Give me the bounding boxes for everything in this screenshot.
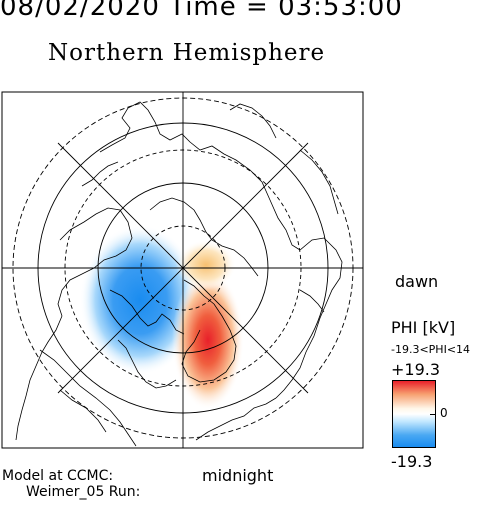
footer-model-label: Model at CCMC: — [2, 468, 114, 484]
positive-potential-lobe — [176, 240, 236, 290]
footer-run-label: Weimer_05 Run: — [26, 484, 141, 500]
colorbar-max-label: +19.3 — [391, 360, 441, 379]
polar-map — [1, 91, 364, 449]
colorbar — [392, 380, 436, 448]
date-time-header: 08/02/2020 Time = 03:53:00 — [0, 0, 403, 22]
meridian-lines — [2, 92, 363, 448]
positive-potential-cell — [172, 270, 244, 410]
colorbar-range: -19.3<PHI<14 — [391, 343, 471, 356]
colorbar-title: PHI [kV] — [391, 318, 456, 337]
colorbar-zero-label: 0 — [440, 406, 448, 420]
colorbar-zero-tick — [430, 414, 435, 415]
midnight-label: midnight — [202, 466, 274, 485]
plot-title: Northern Hemisphere — [48, 40, 326, 66]
dawn-label: dawn — [395, 272, 439, 291]
negative-potential-cell — [80, 225, 200, 375]
colorbar-min-label: -19.3 — [391, 452, 433, 471]
